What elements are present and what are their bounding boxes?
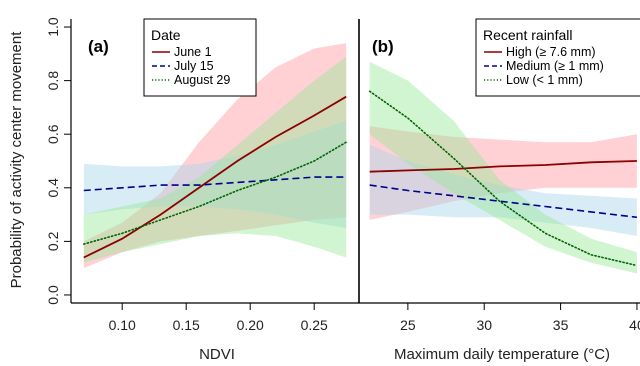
panel-a-x-tick-label: 0.15 [173, 317, 200, 333]
panel-a-legend-entry-3: August 29 [174, 73, 230, 87]
panel-a-band-1 [83, 43, 347, 269]
panel-b-series-line-3 [368, 90, 638, 267]
panel-b-x-tick-label: 40 [629, 317, 640, 333]
panel-b-x-axis-title: Maximum daily temperature (°C) [394, 346, 610, 363]
panel-a-band-2 [83, 120, 347, 228]
panel-b-legend-entry-2: Medium (≥ 1 mm) [506, 59, 604, 73]
panel-b-series-line-2 [369, 184, 637, 219]
panel-a: 0.10 0.15 0.20 0.25 0.0 0.2 0.4 0.6 0.8 1.0 (a) D… [45, 17, 360, 363]
panel-a-axes: 0.10 0.15 0.20 0.25 0.0 0.2 0.4 0.6 0.8 1.0 [45, 17, 360, 333]
panel-a-legend-title: Date [151, 27, 181, 43]
panel-b-x-tick-label: 30 [476, 317, 492, 333]
panel-a-legend-box [143, 18, 257, 97]
panel-b-legend-entry-3: Low (< 1 mm) [506, 73, 583, 87]
panel-b-axes: 25 30 35 40 [359, 302, 640, 333]
panel-a-x-tick-label: 0.25 [301, 317, 328, 333]
y-tick-label: 0.6 [45, 124, 61, 144]
y-tick-label: 0.8 [45, 71, 61, 91]
panel-a-series-line-2 [83, 176, 347, 192]
panel-b-bands [369, 61, 637, 274]
y-tick-label: 1.0 [45, 17, 61, 37]
panel-a-lines [83, 95, 348, 259]
panel-a-bands [83, 43, 347, 269]
panel-a-label: (a) [88, 37, 109, 56]
panel-b-legend-title: Recent rainfall [483, 27, 573, 43]
panel-b-legend-box [475, 18, 640, 97]
panel-a-series-line-1 [83, 95, 347, 259]
y-tick-label: 0.0 [45, 285, 61, 305]
panel-a-band-3 [83, 56, 347, 263]
panel-a-x-axis-title: NDVI [199, 346, 235, 363]
y-tick-label: 0.2 [45, 231, 61, 251]
panel-b-x-tick-label: 35 [553, 317, 569, 333]
panel-b-lines [368, 90, 638, 267]
panel-b-x-tick-label: 25 [400, 317, 416, 333]
panel-b: 25 30 35 40 (b) Recent rainfall High (≥ 7.6… [359, 18, 640, 363]
panel-a-legend-entry-1: June 1 [174, 45, 212, 59]
y-axis-title: Probability of activity center movement [8, 31, 25, 289]
panel-b-band-1 [369, 126, 637, 220]
panel-a-x-tick-label: 0.10 [109, 317, 136, 333]
y-tick-label: 0.4 [45, 178, 61, 198]
panel-a-series-line-3 [83, 141, 348, 245]
panel-b-band-3 [369, 61, 637, 274]
panel-a-legend-entry-2: July 15 [174, 59, 214, 73]
panel-b-legend-entry-1: High (≥ 7.6 mm) [506, 45, 596, 59]
panel-b-label: (b) [372, 37, 394, 56]
panel-b-band-2 [369, 144, 637, 236]
panel-b-legend: Recent rainfall High (≥ 7.6 mm)Medium (≥… [475, 18, 640, 97]
panel-a-x-tick-label: 0.20 [237, 317, 264, 333]
panel-b-series-line-1 [369, 160, 637, 173]
panel-b-legend-items: High (≥ 7.6 mm)Medium (≥ 1 mm)Low (< 1 m… [484, 45, 604, 87]
